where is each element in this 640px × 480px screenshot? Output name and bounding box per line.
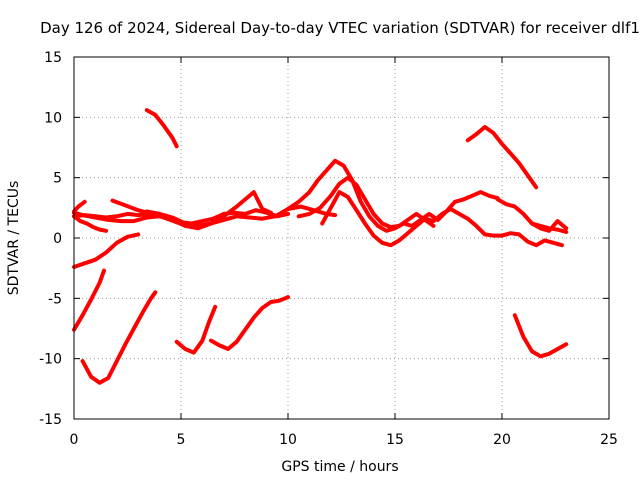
series-track-5: [72, 232, 141, 269]
y-tick-label: 15: [44, 50, 62, 66]
y-tick-label: 0: [53, 231, 62, 247]
ticks: [73, 56, 610, 420]
y-tick-label: -15: [39, 412, 62, 428]
y-tick-label: -10: [39, 352, 62, 368]
grid: [74, 57, 609, 419]
x-tick-label: 5: [177, 432, 186, 448]
series-track-14: [296, 175, 436, 230]
series-track-12: [144, 190, 273, 228]
series-track-10: [209, 295, 290, 351]
y-tick-label: -5: [48, 291, 62, 307]
x-tick-label: 0: [70, 432, 79, 448]
series-track-19: [512, 313, 569, 359]
series-track-7: [80, 290, 158, 385]
series-track-9: [174, 304, 218, 355]
series-track-16: [465, 125, 539, 190]
y-axis-label: SDTVAR / TECUs: [6, 181, 22, 296]
x-tick-labels: 0 5 10 15 20 25: [70, 432, 618, 448]
y-tick-labels: -15 -10 -5 0 5 10 15: [39, 50, 62, 428]
series-track-18: [530, 221, 569, 234]
series-track-8: [144, 108, 179, 149]
series-track-15: [320, 190, 564, 248]
series-track-6: [72, 268, 106, 332]
y-tick-label: 5: [53, 171, 62, 187]
x-tick-label: 25: [600, 432, 618, 448]
x-tick-label: 15: [386, 432, 404, 448]
series-track-4: [72, 199, 87, 214]
x-tick-label: 10: [279, 432, 297, 448]
y-tick-label: 10: [44, 110, 62, 126]
x-tick-label: 20: [493, 432, 511, 448]
series-track-3: [72, 214, 109, 233]
series-group: [72, 108, 569, 385]
x-axis-label: GPS time / hours: [281, 459, 398, 475]
chart-title: Day 126 of 2024, Sidereal Day-to-day VTE…: [40, 19, 640, 37]
